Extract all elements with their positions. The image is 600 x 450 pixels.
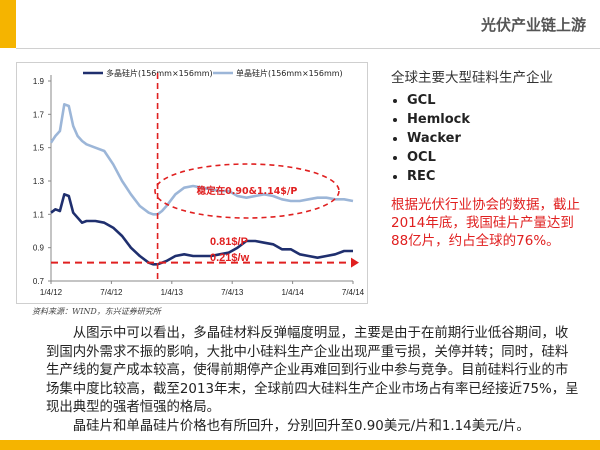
- y-tick-label: 1.5: [33, 144, 45, 153]
- header-divider: [16, 48, 600, 49]
- body-paragraph: 晶硅片和单晶硅片价格也有所回升，分别回升至0.90美元/片和1.14美元/片。: [72, 418, 530, 434]
- chart-source: 资料来源：WIND，东兴证券研究所: [32, 307, 161, 316]
- companies-heading: 全球主要大型硅料生产企业: [391, 70, 553, 86]
- annotation-label: 0.21$/w: [210, 252, 250, 264]
- legend-label: 多晶硅片(156mm×156mm): [106, 68, 213, 78]
- price-chart-svg: 0.7 0.9 1.1 1.3 1.5 1.7 1.9 1/4/12 7/4/12 1/4/13 7…: [33, 68, 365, 297]
- y-tick-label: 0.9: [33, 244, 45, 253]
- stable-zone-ellipse: [154, 163, 340, 219]
- y-tick-label: 1.9: [33, 77, 45, 86]
- company-item: Hemlock: [407, 110, 591, 129]
- x-tick-label: 7/4/14: [342, 288, 365, 297]
- annotation-label: 0.81$/P: [210, 236, 248, 248]
- reference-arrow: [351, 257, 359, 268]
- series-line: [49, 102, 354, 216]
- side-panel: 全球主要大型硅料生产企业 GCL Hemlock Wacker OCL REC …: [391, 70, 591, 250]
- company-list: GCL Hemlock Wacker OCL REC: [391, 91, 591, 186]
- x-tick-label: 1/4/14: [281, 288, 304, 297]
- company-item: OCL: [407, 148, 591, 167]
- x-tick-label: 7/4/12: [100, 288, 123, 297]
- header-accent-bar: [0, 0, 16, 48]
- company-item: Wacker: [407, 129, 591, 148]
- body-text: 从图示中可以看出，多晶硅材料反弹幅度明显，主要是由于在前期行业低谷期间，收到国内…: [46, 325, 580, 437]
- production-note: 根据光伏行业协会的数据，截止2014年底，我国硅片产量达到88亿片，约占全球的7…: [391, 197, 580, 249]
- x-tick-label: 1/4/13: [161, 288, 184, 297]
- y-tick-label: 0.7: [33, 277, 45, 286]
- page-title: 光伏产业链上游: [480, 16, 586, 34]
- company-item: REC: [407, 167, 591, 186]
- legend-label: 单晶硅片(156mm×156mm): [236, 68, 343, 78]
- company-item: GCL: [407, 91, 591, 110]
- y-tick-label: 1.1: [33, 210, 45, 219]
- body-paragraph: 从图示中可以看出，多晶硅材料反弹幅度明显，主要是由于在前期行业低谷期间，收到国内…: [46, 326, 579, 416]
- x-tick-label: 1/4/12: [40, 288, 63, 297]
- y-tick-label: 1.3: [33, 177, 45, 186]
- ellipse-label: 稳定在0.90&1.14$/P: [197, 185, 298, 197]
- y-tick-label: 1.7: [33, 110, 45, 119]
- price-chart: 0.7 0.9 1.1 1.3 1.5 1.7 1.9 1/4/12 7/4/12 1/4/13 7…: [16, 62, 368, 304]
- x-tick-label: 7/4/13: [221, 288, 244, 297]
- series-line: [50, 193, 353, 266]
- footer-accent-bar: [0, 440, 600, 450]
